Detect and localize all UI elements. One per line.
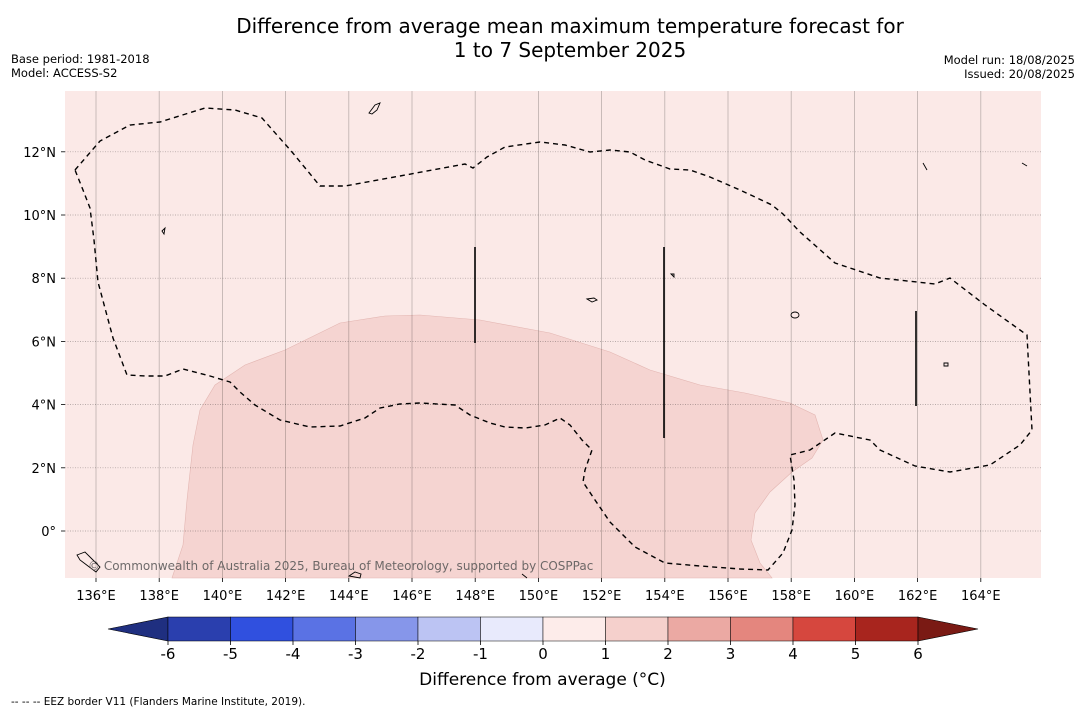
colorbar-tick-label: 6 [913,645,923,663]
transect-lines [474,247,917,438]
colorbar-segment [480,616,544,642]
colorbar-segment [417,616,481,642]
colorbar-tick-label: -5 [223,645,238,663]
colorbar-tick-labels: -6 -5 -4 -3 -2 -1 0 1 2 3 4 5 6 [161,641,923,663]
colorbar-segment [730,616,794,642]
colorbar-tick-label: 2 [663,645,673,663]
lon-label: 156°E [708,589,748,604]
issued-label: Issued: 20/08/2025 [964,67,1075,81]
colorbar-tick-label: 3 [726,645,736,663]
lat-label: 8°N [32,272,57,287]
lon-label: 146°E [392,589,432,604]
lat-label: 6°N [32,335,57,350]
colorbar-segment [230,616,294,642]
base-period-label: Base period: 1981-2018 [11,52,150,66]
meta-left: Base period: 1981-2018 Model: ACCESS-S2 [11,52,150,80]
eez-footnote: -- -- -- EEZ border V11 (Flanders Marine… [11,696,306,708]
colorbar-segment [605,616,669,642]
map-title: Difference from average mean maximum tem… [0,14,1085,62]
colorbar-extend-low [107,616,169,642]
colorbar-segment [355,616,419,642]
lon-label: 142°E [266,589,306,604]
eez-border [74,107,1033,571]
colorbar-tick-label: 4 [788,645,798,663]
lat-label: 0° [41,525,56,540]
lon-label: 152°E [582,589,622,604]
lon-label: 140°E [203,589,243,604]
model-label: Model: ACCESS-S2 [11,66,118,80]
colorbar-segment [792,616,856,642]
colorbar-segment [855,616,919,642]
colorbar [107,616,979,642]
colorbar-tick-label: 1 [601,645,611,663]
lon-label: 144°E [329,589,369,604]
colorbar-segment [542,616,606,642]
colorbar-segment [167,616,231,642]
colorbar-tick-label: -1 [473,645,488,663]
colorbar-tick-label: 0 [538,645,548,663]
colorbar-tick-label: -6 [161,645,176,663]
lon-label: 138°E [139,589,179,604]
lon-label: 164°E [961,589,1001,604]
lon-label: 154°E [645,589,685,604]
lon-label: 136°E [76,589,116,604]
colorbar-tick-label: -3 [348,645,363,663]
colorbar-tick-label: -2 [411,645,426,663]
anomaly-region [171,314,824,579]
copyright-notice: © Commonwealth of Australia 2025, Bureau… [88,559,593,573]
latitude-labels: 0° 2°N 4°N 6°N 8°N 10°N 12°N [23,146,65,540]
graticule [65,91,1041,578]
colorbar-title: Difference from average (°C) [419,670,666,690]
lon-label: 150°E [519,589,559,604]
meta-right: Model run: 18/08/2025 Issued: 20/08/2025 [944,53,1075,81]
colorbar-segment [292,616,356,642]
islands [76,102,1028,579]
lat-label: 2°N [32,462,57,477]
lat-label: 4°N [32,399,57,414]
colorbar-tick-label: 5 [851,645,861,663]
colorbar-segment [667,616,731,642]
longitude-labels: 136°E 138°E 140°E 142°E 144°E 146°E 148°E 150°E… [76,578,1001,604]
lon-label: 148°E [455,589,495,604]
lat-label: 12°N [23,146,56,161]
colorbar-tick-label: -4 [286,645,301,663]
title-line1: Difference from average mean maximum tem… [236,14,904,38]
colorbar-extend-high [917,616,979,642]
lon-label: 162°E [898,589,938,604]
lat-label: 10°N [23,209,56,224]
model-run-label: Model run: 18/08/2025 [943,53,1075,67]
title-line2: 1 to 7 September 2025 [453,38,687,62]
lon-label: 160°E [835,589,875,604]
lon-label: 158°E [771,589,811,604]
